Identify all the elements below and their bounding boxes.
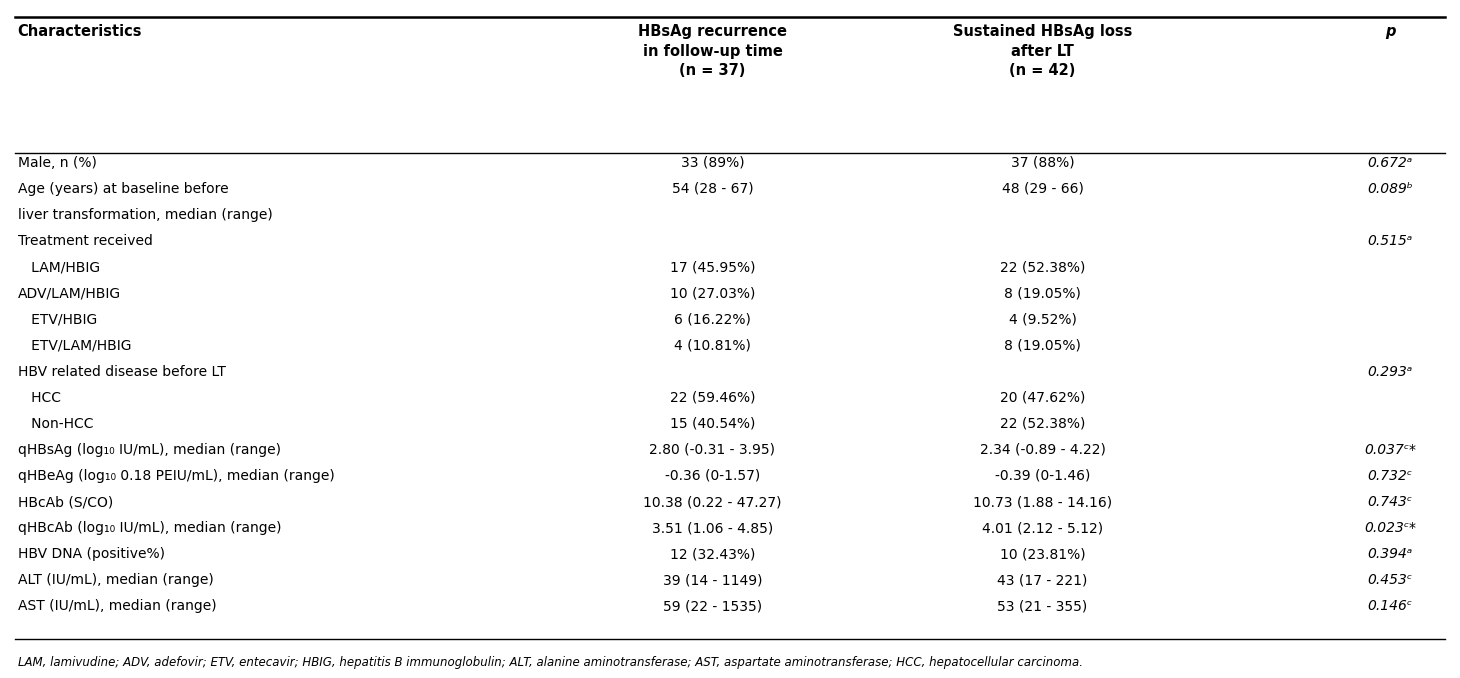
Text: 0.394ᵃ: 0.394ᵃ	[1368, 547, 1412, 561]
Text: 0.672ᵃ: 0.672ᵃ	[1368, 156, 1412, 170]
Text: 4 (9.52%): 4 (9.52%)	[1009, 313, 1076, 326]
Text: 33 (89%): 33 (89%)	[680, 156, 745, 170]
Text: HBsAg recurrence
in follow-up time
(n = 37): HBsAg recurrence in follow-up time (n = …	[638, 24, 787, 79]
Text: HCC: HCC	[18, 391, 60, 405]
Text: 2.80 (-0.31 - 3.95): 2.80 (-0.31 - 3.95)	[650, 443, 775, 457]
Text: 8 (19.05%): 8 (19.05%)	[1004, 338, 1080, 353]
Text: -0.36 (0-1.57): -0.36 (0-1.57)	[664, 469, 761, 483]
Text: 20 (47.62%): 20 (47.62%)	[1000, 391, 1085, 405]
Text: Male, n (%): Male, n (%)	[18, 156, 96, 170]
Text: 0.023ᶜ*: 0.023ᶜ*	[1364, 521, 1416, 535]
Text: 4 (10.81%): 4 (10.81%)	[675, 338, 750, 353]
Text: AST (IU/mL), median (range): AST (IU/mL), median (range)	[18, 599, 216, 614]
Text: 0.293ᵃ: 0.293ᵃ	[1368, 365, 1412, 378]
Text: LAM, lamivudine; ADV, adefovir; ETV, entecavir; HBIG, hepatitis B immunoglobulin: LAM, lamivudine; ADV, adefovir; ETV, ent…	[18, 656, 1082, 669]
Text: 0.037ᶜ*: 0.037ᶜ*	[1364, 443, 1416, 457]
Text: 22 (52.38%): 22 (52.38%)	[1000, 260, 1085, 274]
Text: Sustained HBsAg loss
after LT
(n = 42): Sustained HBsAg loss after LT (n = 42)	[953, 24, 1132, 79]
Text: 22 (52.38%): 22 (52.38%)	[1000, 417, 1085, 431]
Text: 3.51 (1.06 - 4.85): 3.51 (1.06 - 4.85)	[651, 521, 774, 535]
Text: 15 (40.54%): 15 (40.54%)	[670, 417, 755, 431]
Text: HBV DNA (positive%): HBV DNA (positive%)	[18, 547, 165, 561]
Text: 48 (29 - 66): 48 (29 - 66)	[1002, 182, 1083, 196]
Text: ETV/HBIG: ETV/HBIG	[18, 313, 96, 326]
Text: ETV/LAM/HBIG: ETV/LAM/HBIG	[18, 338, 131, 353]
Text: 0.732ᶜ: 0.732ᶜ	[1368, 469, 1412, 483]
Text: ALT (IU/mL), median (range): ALT (IU/mL), median (range)	[18, 574, 213, 587]
Text: -0.39 (0-1.46): -0.39 (0-1.46)	[994, 469, 1091, 483]
Text: qHBcAb (log₁₀ IU/mL), median (range): qHBcAb (log₁₀ IU/mL), median (range)	[18, 521, 280, 535]
Text: Non-HCC: Non-HCC	[18, 417, 93, 431]
Text: Characteristics: Characteristics	[18, 24, 142, 39]
Text: 43 (17 - 221): 43 (17 - 221)	[997, 574, 1088, 587]
Text: 10.38 (0.22 - 47.27): 10.38 (0.22 - 47.27)	[644, 495, 781, 509]
Text: 4.01 (2.12 - 5.12): 4.01 (2.12 - 5.12)	[983, 521, 1102, 535]
Text: 10 (23.81%): 10 (23.81%)	[1000, 547, 1085, 561]
Text: 54 (28 - 67): 54 (28 - 67)	[672, 182, 753, 196]
Text: 37 (88%): 37 (88%)	[1010, 156, 1075, 170]
Text: Age (years) at baseline before: Age (years) at baseline before	[18, 182, 228, 196]
Text: qHBsAg (log₁₀ IU/mL), median (range): qHBsAg (log₁₀ IU/mL), median (range)	[18, 443, 280, 457]
Text: 10.73 (1.88 - 14.16): 10.73 (1.88 - 14.16)	[972, 495, 1113, 509]
Text: 22 (59.46%): 22 (59.46%)	[670, 391, 755, 405]
Text: 0.515ᵃ: 0.515ᵃ	[1368, 234, 1412, 248]
Text: liver transformation, median (range): liver transformation, median (range)	[18, 208, 272, 222]
Text: 59 (22 - 1535): 59 (22 - 1535)	[663, 599, 762, 614]
Text: 2.34 (-0.89 - 4.22): 2.34 (-0.89 - 4.22)	[980, 443, 1105, 457]
Text: p: p	[1384, 24, 1396, 39]
Text: ADV/LAM/HBIG: ADV/LAM/HBIG	[18, 286, 121, 300]
Text: HBV related disease before LT: HBV related disease before LT	[18, 365, 225, 378]
Text: Treatment received: Treatment received	[18, 234, 152, 248]
Text: 0.743ᶜ: 0.743ᶜ	[1368, 495, 1412, 509]
Text: LAM/HBIG: LAM/HBIG	[18, 260, 99, 274]
Text: qHBeAg (log₁₀ 0.18 PEIU/mL), median (range): qHBeAg (log₁₀ 0.18 PEIU/mL), median (ran…	[18, 469, 334, 483]
Text: 0.146ᶜ: 0.146ᶜ	[1368, 599, 1412, 614]
Text: 12 (32.43%): 12 (32.43%)	[670, 547, 755, 561]
Text: HBcAb (S/CO): HBcAb (S/CO)	[18, 495, 112, 509]
Text: 0.089ᵇ: 0.089ᵇ	[1367, 182, 1413, 196]
Text: 0.453ᶜ: 0.453ᶜ	[1368, 574, 1412, 587]
Text: 53 (21 - 355): 53 (21 - 355)	[997, 599, 1088, 614]
Text: 6 (16.22%): 6 (16.22%)	[675, 313, 750, 326]
Text: 17 (45.95%): 17 (45.95%)	[670, 260, 755, 274]
Text: 39 (14 - 1149): 39 (14 - 1149)	[663, 574, 762, 587]
Text: 10 (27.03%): 10 (27.03%)	[670, 286, 755, 300]
Text: 8 (19.05%): 8 (19.05%)	[1004, 286, 1080, 300]
